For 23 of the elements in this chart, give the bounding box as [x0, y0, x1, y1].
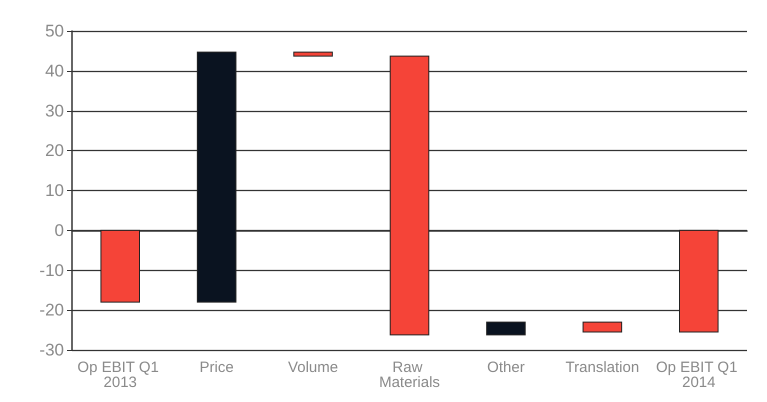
- x-tick-label: Op EBIT Q1 2014: [656, 359, 742, 391]
- y-tick-label: 40: [45, 61, 64, 80]
- bar: [196, 52, 236, 303]
- bar: [293, 52, 333, 57]
- bar: [679, 230, 719, 333]
- x-tick-label: Volume: [288, 359, 338, 376]
- bar: [100, 230, 140, 303]
- y-tick-label: -10: [39, 260, 64, 280]
- y-tick-label: -30: [39, 340, 64, 360]
- x-tick-label: Price: [200, 359, 234, 376]
- x-tick-label: Translation: [566, 359, 640, 376]
- x-tick-label: Op EBIT Q1 2013: [77, 359, 164, 391]
- bar: [582, 322, 622, 333]
- x-tick-label: Other: [487, 359, 525, 376]
- y-tick-label: -20: [39, 300, 64, 320]
- bar: [486, 322, 526, 336]
- y-tick-label: 20: [45, 141, 64, 160]
- bar: [390, 56, 430, 336]
- y-tick-label: 50: [45, 22, 64, 40]
- y-tick-label: 10: [45, 181, 64, 200]
- y-tick-label: 0: [54, 220, 64, 240]
- x-tick-label: Raw Materials: [379, 359, 440, 391]
- y-tick-label: 30: [45, 101, 64, 120]
